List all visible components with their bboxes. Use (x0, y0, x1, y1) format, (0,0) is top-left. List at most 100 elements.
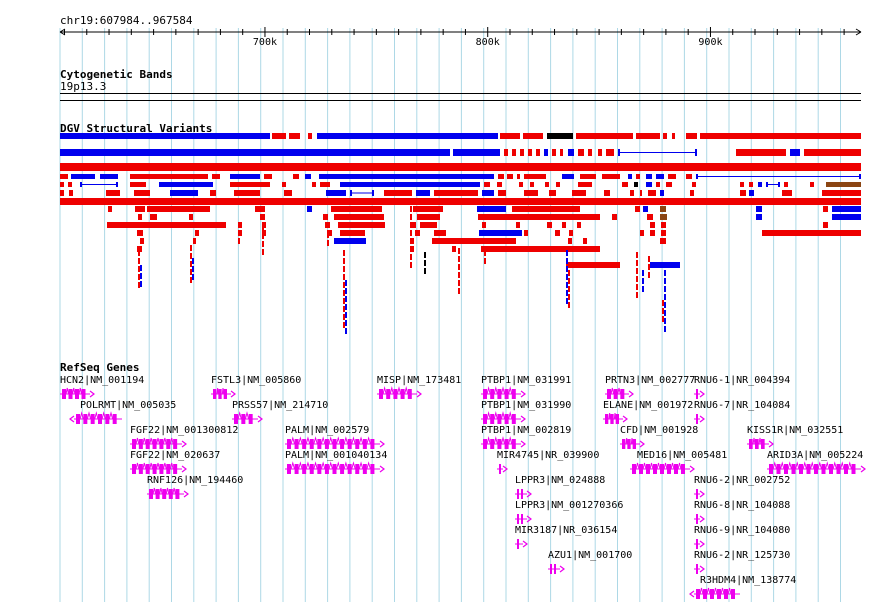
sv-feature[interactable] (647, 214, 653, 220)
gene-label[interactable]: FGF22|NM_020637 (130, 450, 220, 461)
sv-feature[interactable] (343, 282, 345, 288)
sv-feature[interactable] (566, 282, 568, 288)
sv-feature[interactable] (790, 149, 800, 156)
sv-feature[interactable] (147, 206, 210, 212)
sv-link-end[interactable] (695, 149, 697, 156)
sv-feature[interactable] (622, 182, 628, 187)
sv-feature[interactable] (137, 246, 142, 252)
sv-feature[interactable] (134, 190, 150, 196)
sv-feature[interactable] (345, 288, 347, 294)
sv-feature[interactable] (549, 190, 556, 196)
sv-feature[interactable] (664, 326, 666, 332)
sv-feature[interactable] (210, 190, 216, 196)
sv-feature[interactable] (664, 302, 666, 308)
sv-feature[interactable] (482, 222, 486, 228)
sv-feature[interactable] (192, 274, 194, 280)
sv-feature[interactable] (130, 174, 208, 179)
sv-feature[interactable] (272, 133, 286, 139)
sv-feature[interactable] (108, 206, 112, 212)
gene-label[interactable]: RNU6-7|NR_104084 (694, 400, 790, 411)
sv-feature[interactable] (648, 190, 656, 196)
sv-feature[interactable] (568, 270, 570, 276)
gene-glyph[interactable] (767, 461, 866, 474)
gene-label[interactable]: CFD|NM_001928 (620, 425, 698, 436)
sv-feature[interactable] (512, 206, 580, 212)
gene-glyph[interactable] (497, 464, 508, 474)
gene-glyph[interactable] (694, 564, 705, 574)
gene-label[interactable]: KISS1R|NM_032551 (747, 425, 843, 436)
sv-feature[interactable] (640, 190, 642, 196)
sv-feature[interactable] (410, 214, 412, 220)
gene-glyph[interactable] (515, 489, 532, 499)
sv-feature[interactable] (60, 190, 64, 196)
sv-feature[interactable] (305, 174, 311, 179)
sv-link-end[interactable] (766, 182, 768, 187)
sv-feature[interactable] (255, 206, 265, 212)
sv-feature[interactable] (536, 149, 540, 156)
sv-feature[interactable] (238, 222, 242, 228)
gene-label[interactable]: HCN2|NM_001194 (60, 375, 144, 386)
sv-feature[interactable] (756, 206, 762, 212)
gene-glyph[interactable] (548, 564, 565, 574)
gene-glyph[interactable] (630, 462, 695, 474)
sv-feature[interactable] (484, 258, 486, 264)
gene-glyph[interactable] (481, 436, 526, 449)
sv-feature[interactable] (424, 268, 426, 274)
sv-feature[interactable] (804, 149, 861, 156)
sv-feature[interactable] (481, 246, 600, 252)
sv-feature[interactable] (656, 182, 660, 187)
sv-link-end[interactable] (372, 190, 374, 196)
sv-feature[interactable] (630, 190, 634, 196)
sv-feature[interactable] (345, 328, 347, 334)
sv-feature[interactable] (642, 286, 644, 292)
gene-glyph[interactable] (747, 437, 774, 449)
sv-feature[interactable] (547, 222, 552, 228)
sv-feature[interactable] (562, 222, 566, 228)
gene-label[interactable]: LPPR3|NM_001270366 (515, 500, 623, 511)
gene-label[interactable]: FGF22|NM_001300812 (130, 425, 238, 436)
sv-feature[interactable] (692, 182, 696, 187)
sv-feature[interactable] (138, 266, 140, 272)
sv-feature[interactable] (826, 182, 861, 187)
sv-feature[interactable] (170, 190, 198, 196)
sv-feature[interactable] (345, 280, 347, 286)
sv-feature[interactable] (568, 294, 570, 300)
sv-feature[interactable] (520, 149, 524, 156)
gene-label[interactable]: PRSS57|NM_214710 (232, 400, 328, 411)
sv-feature[interactable] (568, 278, 570, 284)
sv-feature[interactable] (60, 182, 64, 187)
sv-feature[interactable] (320, 182, 330, 187)
sv-feature[interactable] (193, 238, 196, 244)
sv-feature[interactable] (566, 266, 568, 272)
sv-feature[interactable] (578, 149, 584, 156)
sv-feature[interactable] (458, 288, 460, 294)
gene-glyph[interactable] (377, 386, 422, 399)
sv-feature[interactable] (650, 230, 655, 236)
sv-feature[interactable] (343, 266, 345, 272)
sv-feature[interactable] (664, 286, 666, 292)
sv-feature[interactable] (107, 222, 226, 228)
gene-glyph[interactable] (620, 437, 645, 449)
sv-feature[interactable] (410, 262, 412, 268)
gene-label[interactable]: MISP|NM_173481 (377, 375, 461, 386)
gene-glyph[interactable] (603, 412, 628, 424)
sv-feature[interactable] (458, 272, 460, 278)
cytoband-track[interactable]: Cytogenetic Bands 19p13.3 (60, 68, 861, 101)
sv-feature[interactable] (635, 206, 640, 212)
sv-feature[interactable] (642, 278, 644, 284)
sv-feature[interactable] (636, 260, 638, 266)
sv-feature[interactable] (555, 230, 560, 236)
gene-label[interactable]: ARID3A|NM_005224 (767, 450, 863, 461)
gene-label[interactable]: POLRMT|NM_005035 (80, 400, 176, 411)
gene-glyph[interactable] (285, 436, 385, 449)
sv-feature[interactable] (192, 258, 194, 264)
sv-feature[interactable] (572, 190, 586, 196)
sv-feature[interactable] (195, 230, 199, 236)
sv-feature[interactable] (661, 222, 666, 228)
sv-feature[interactable] (140, 265, 142, 271)
gene-glyph[interactable] (694, 389, 705, 399)
sv-feature[interactable] (340, 230, 365, 236)
sv-feature[interactable] (410, 230, 412, 236)
sv-feature[interactable] (664, 270, 666, 276)
sv-feature[interactable] (137, 230, 143, 236)
